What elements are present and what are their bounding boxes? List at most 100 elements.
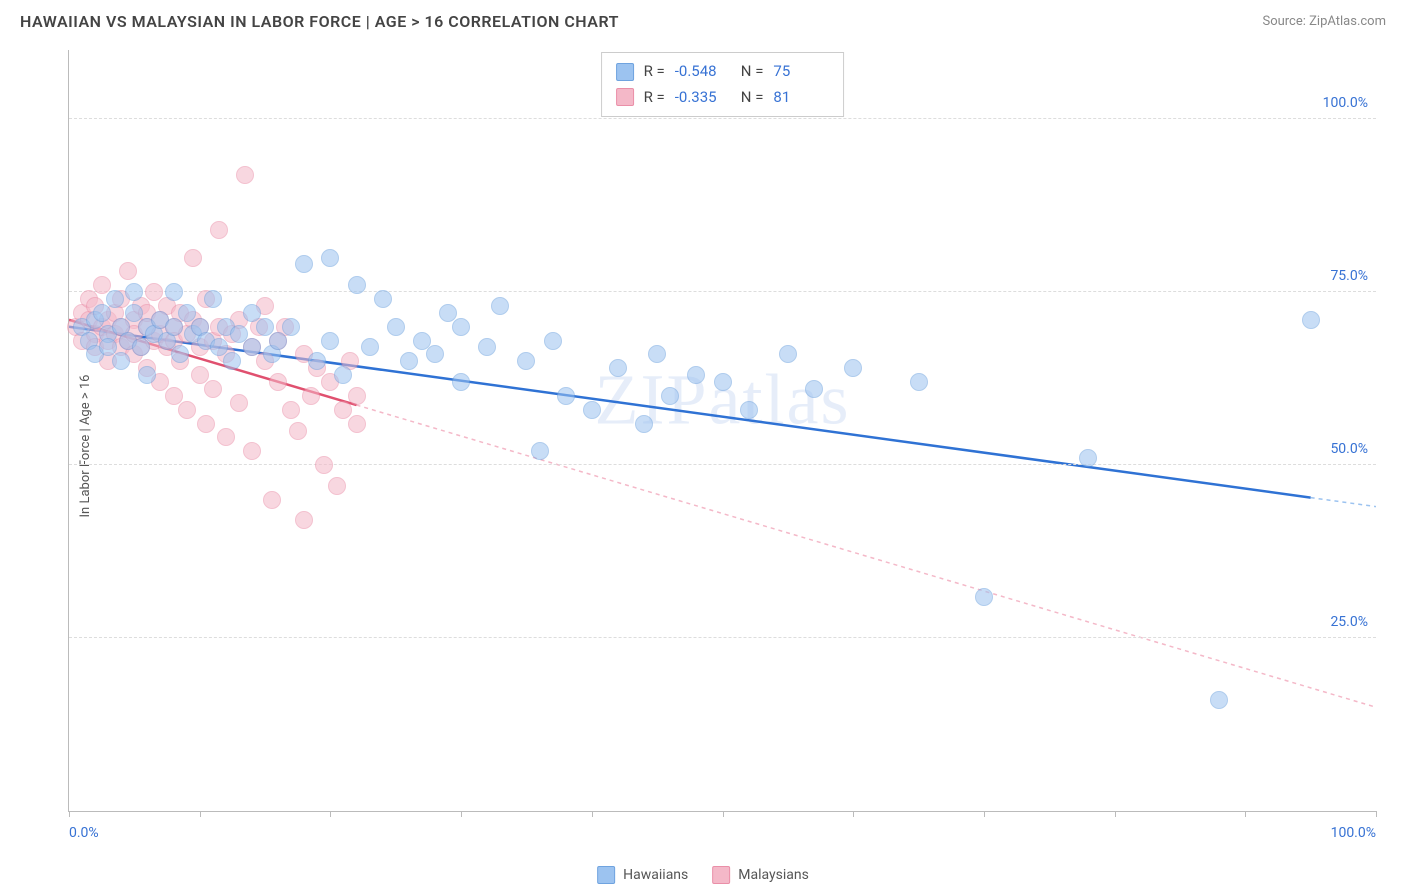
data-point	[426, 345, 444, 363]
data-point	[243, 338, 261, 356]
data-point	[282, 318, 300, 336]
x-tick	[1245, 811, 1246, 817]
data-point	[844, 359, 862, 377]
data-point	[269, 332, 287, 350]
chart-title: HAWAIIAN VS MALAYSIAN IN LABOR FORCE | A…	[20, 12, 619, 31]
x-tick	[200, 811, 201, 817]
data-point	[374, 290, 392, 308]
data-point	[230, 394, 248, 412]
data-point	[165, 283, 183, 301]
swatch-series2	[712, 866, 730, 884]
gridline	[69, 291, 1376, 292]
data-point	[93, 304, 111, 322]
plot-area: ZIPatlas R = -0.548 N = 75 R = -0.335 N …	[68, 50, 1376, 812]
data-point	[263, 491, 281, 509]
chart-container: In Labor Force | Age > 16 ZIPatlas R = -…	[20, 40, 1386, 852]
data-point	[348, 415, 366, 433]
x-tick	[330, 811, 331, 817]
data-point	[910, 373, 928, 391]
data-point	[236, 166, 254, 184]
x-min-label: 0.0%	[69, 825, 99, 841]
x-max-label: 100.0%	[1331, 825, 1376, 841]
data-point	[1210, 691, 1228, 709]
data-point	[687, 366, 705, 384]
data-point	[648, 345, 666, 363]
data-point	[119, 262, 137, 280]
data-point	[531, 442, 549, 460]
data-point	[217, 428, 235, 446]
n-value-1: 75	[773, 59, 829, 85]
x-tick	[592, 811, 593, 817]
data-point	[400, 352, 418, 370]
y-tick-label: 50.0%	[1330, 441, 1368, 457]
data-point	[714, 373, 732, 391]
series2-label: Malaysians	[738, 867, 809, 883]
data-point	[302, 387, 320, 405]
data-point	[478, 338, 496, 356]
series-legend: Hawaiians Malaysians	[597, 866, 809, 884]
n-value-2: 81	[773, 85, 829, 111]
data-point	[387, 318, 405, 336]
source-label: Source: ZipAtlas.com	[1262, 14, 1386, 29]
data-point	[544, 332, 562, 350]
r-value-2: -0.335	[675, 85, 731, 111]
data-point	[557, 387, 575, 405]
correlation-legend: R = -0.548 N = 75 R = -0.335 N = 81	[601, 52, 845, 117]
r-value-1: -0.548	[675, 59, 731, 85]
data-point	[197, 415, 215, 433]
watermark: ZIPatlas	[595, 359, 851, 442]
data-point	[321, 249, 339, 267]
data-point	[243, 442, 261, 460]
swatch-series1	[597, 866, 615, 884]
data-point	[112, 352, 130, 370]
gridline	[69, 637, 1376, 638]
data-point	[779, 345, 797, 363]
data-point	[138, 366, 156, 384]
data-point	[184, 249, 202, 267]
swatch-series2	[616, 88, 634, 106]
data-point	[452, 318, 470, 336]
x-tick	[723, 811, 724, 817]
y-tick-label: 75.0%	[1330, 268, 1368, 284]
data-point	[328, 477, 346, 495]
series1-label: Hawaiians	[623, 867, 688, 883]
data-point	[661, 387, 679, 405]
data-point	[308, 352, 326, 370]
data-point	[315, 456, 333, 474]
data-point	[348, 387, 366, 405]
data-point	[178, 401, 196, 419]
trend-lines	[69, 50, 1376, 811]
data-point	[171, 345, 189, 363]
data-point	[1302, 311, 1320, 329]
x-tick	[1376, 811, 1377, 817]
data-point	[975, 588, 993, 606]
data-point	[269, 373, 287, 391]
data-point	[223, 352, 241, 370]
data-point	[740, 401, 758, 419]
data-point	[583, 401, 601, 419]
data-point	[1079, 449, 1097, 467]
data-point	[204, 290, 222, 308]
data-point	[635, 415, 653, 433]
data-point	[204, 380, 222, 398]
data-point	[125, 283, 143, 301]
x-tick	[461, 811, 462, 817]
r-label: R =	[644, 85, 665, 111]
data-point	[132, 338, 150, 356]
data-point	[348, 276, 366, 294]
data-point	[334, 366, 352, 384]
n-label: N =	[741, 59, 764, 85]
data-point	[295, 511, 313, 529]
gridline	[69, 118, 1376, 119]
data-point	[321, 332, 339, 350]
x-tick	[853, 811, 854, 817]
x-tick	[1115, 811, 1116, 817]
n-label: N =	[741, 85, 764, 111]
data-point	[361, 338, 379, 356]
data-point	[210, 221, 228, 239]
swatch-series1	[616, 63, 634, 81]
data-point	[805, 380, 823, 398]
data-point	[491, 297, 509, 315]
y-tick-label: 25.0%	[1330, 614, 1368, 630]
y-tick-label: 100.0%	[1323, 95, 1368, 111]
